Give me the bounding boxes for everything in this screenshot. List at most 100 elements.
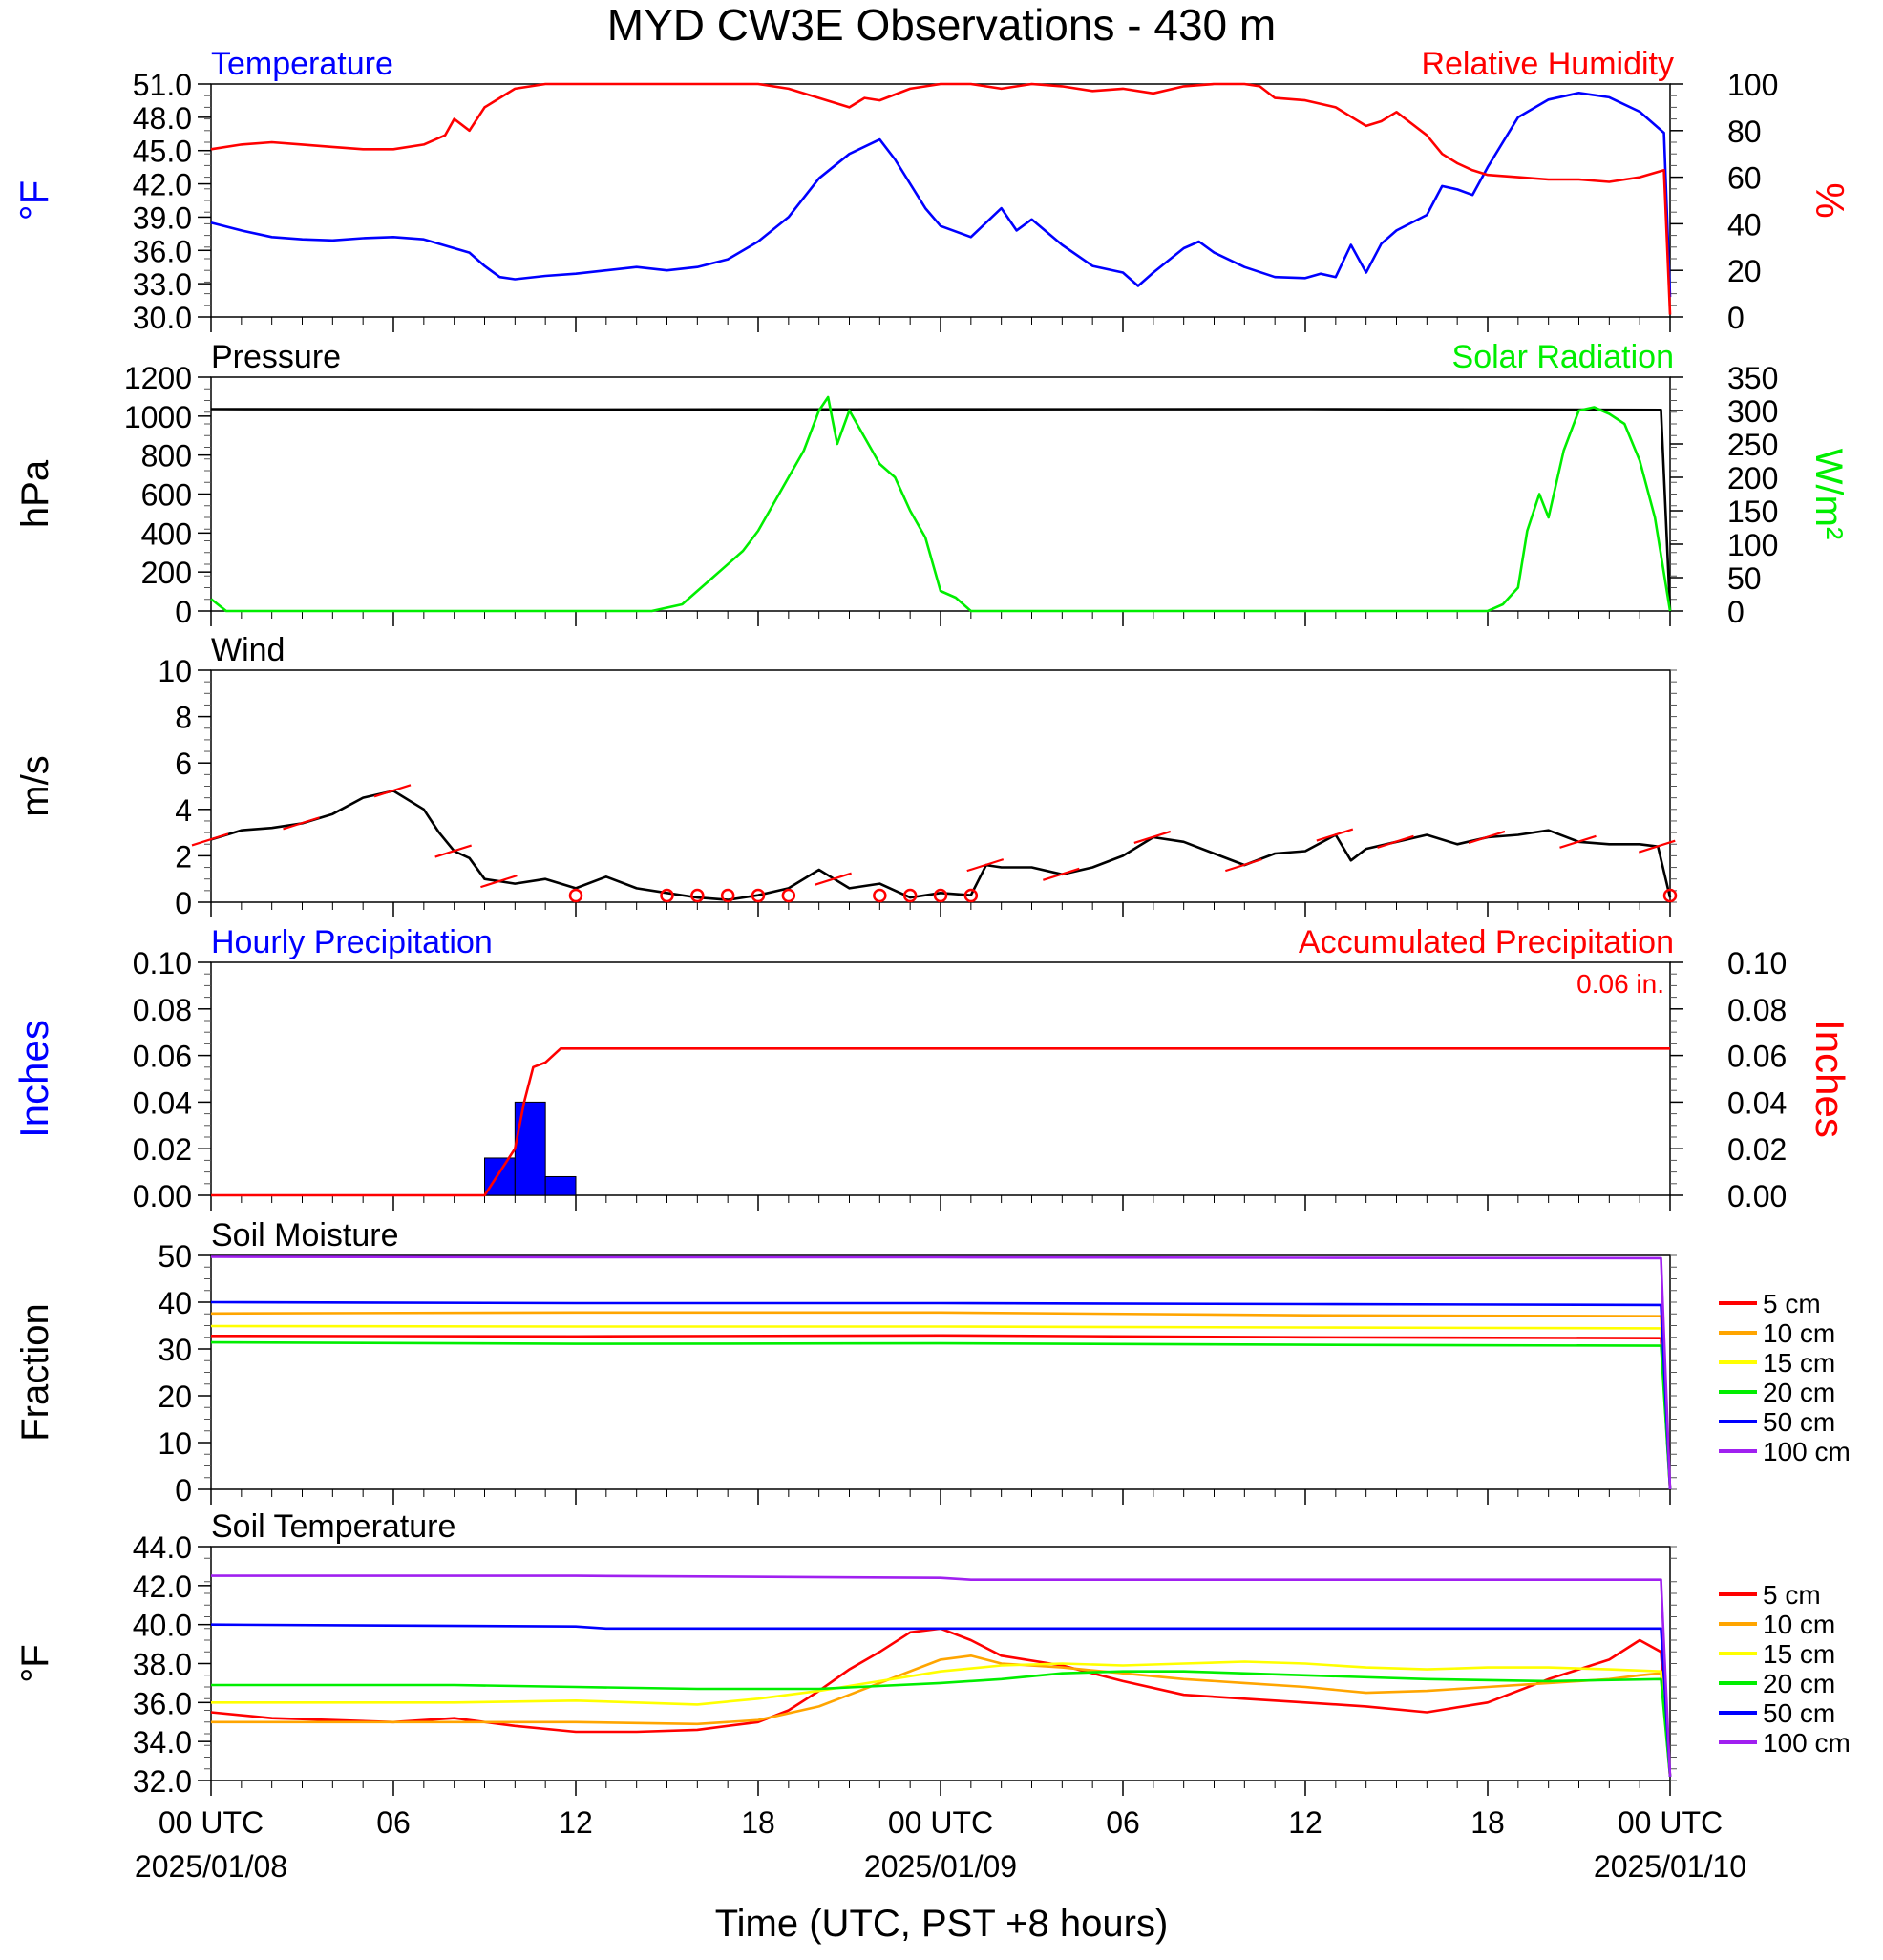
y-left-tick-label: 4 [175, 793, 192, 828]
y-right-tick-label: 0 [1727, 595, 1745, 629]
y-axis-label-left: m/s [14, 755, 56, 816]
x-tick-label: 06 [1106, 1805, 1140, 1840]
calm-wind-marker [781, 888, 796, 903]
x-tick-date: 2025/01/10 [1594, 1849, 1746, 1884]
legend-label: 15 cm [1763, 1639, 1835, 1669]
y-left-tick-label: 42.0 [133, 168, 192, 202]
x-tick-label: 00 UTC [159, 1805, 264, 1840]
calm-wind-marker [751, 888, 766, 903]
y-right-tick-label: 200 [1727, 461, 1778, 495]
legend-label: 100 cm [1763, 1437, 1851, 1466]
y-left-tick-label: 33.0 [133, 267, 192, 302]
y-right-tick-label: 0.00 [1727, 1179, 1787, 1213]
y-left-tick-label: 42.0 [133, 1570, 192, 1604]
y-right-tick-label: 0.04 [1727, 1085, 1787, 1120]
wind-barb [1133, 830, 1172, 845]
y-left-tick-label: 0.06 [133, 1040, 192, 1074]
calm-wind-marker [1662, 888, 1678, 903]
wind-barb [1559, 834, 1597, 849]
y-axis-label-left: Inches [11, 1020, 56, 1138]
legend-label: 50 cm [1763, 1407, 1835, 1437]
wind-barb [815, 872, 852, 886]
y-right-tick-label: 0.08 [1727, 993, 1787, 1027]
panel-wind: 10 8 6 4 2 0 Wind m/s [14, 632, 1678, 920]
precip-bar [514, 1101, 546, 1196]
x-tick-date: 2025/01/08 [135, 1849, 287, 1884]
figure-title: MYD CW3E Observations - 430 m [607, 0, 1276, 50]
legend-label: 10 cm [1763, 1318, 1835, 1348]
calm-wind-marker [660, 888, 674, 903]
calm-wind-marker [902, 888, 918, 903]
y-right-tick-label: 100 [1727, 68, 1778, 102]
y-left-tick-label: 0.08 [133, 993, 192, 1027]
y-left-tick-label: 39.0 [133, 200, 192, 235]
wind-barb [1316, 828, 1354, 842]
x-tick-label: 18 [1470, 1805, 1505, 1840]
wind-barb [191, 832, 229, 847]
panel-title-right: Solar Radiation [1452, 339, 1674, 375]
series-line-100-cm [210, 1255, 1672, 1490]
y-right-tick-label: 150 [1727, 495, 1778, 529]
y-axis-label-left: °F [14, 1644, 56, 1682]
y-left-tick-label: 1200 [124, 361, 192, 395]
series-line-temperature [210, 92, 1672, 298]
legend-label: 5 cm [1763, 1580, 1821, 1610]
legend-label: 50 cm [1763, 1698, 1835, 1728]
panel-temp_rh: 51.048.045.042.039.036.033.030.0 100 80 60 4… [11, 46, 1852, 335]
panel-precip: 0.10 0.08 0.06 0.04 0.02 0.00 0.10 0.08 0.06 0.04… [11, 924, 1852, 1213]
plot-frame [210, 1546, 1671, 1781]
series-line-20-cm [210, 1340, 1672, 1490]
x-tick-date: 2025/01/09 [864, 1849, 1017, 1884]
panel-title-left: Hourly Precipitation [211, 924, 493, 960]
y-left-tick-label: 0.00 [133, 1179, 192, 1213]
y-right-tick-label: 0.06 [1727, 1040, 1787, 1074]
series-line-50-cm [210, 1300, 1672, 1490]
y-left-tick-label: 0.02 [133, 1132, 192, 1167]
legend-label: 20 cm [1763, 1378, 1835, 1407]
y-axis-label-right: % [1808, 182, 1852, 218]
legend-label: 15 cm [1763, 1348, 1835, 1378]
y-left-tick-label: 40 [158, 1286, 192, 1320]
series-line-10-cm [211, 1654, 1672, 1778]
y-left-tick-label: 10 [158, 1426, 192, 1461]
y-left-tick-label: 0.10 [133, 946, 192, 980]
y-right-tick-label: 350 [1727, 361, 1778, 395]
y-left-tick-label: 38.0 [133, 1648, 192, 1682]
panel-title-left: Pressure [211, 339, 341, 375]
plot-frame [210, 1254, 1671, 1490]
series-line-5-cm [210, 1334, 1672, 1490]
y-right-tick-label: 250 [1727, 428, 1778, 462]
calm-wind-marker [963, 888, 979, 903]
series-line-50-cm [210, 1623, 1672, 1777]
series-line-20-cm [211, 1670, 1672, 1778]
panel-title-right: Accumulated Precipitation [1299, 924, 1674, 960]
y-left-tick-label: 45.0 [133, 135, 192, 169]
y-axis-label-left: Fraction [14, 1303, 56, 1442]
y-left-tick-label: 48.0 [133, 101, 192, 136]
y-left-tick-label: 200 [141, 556, 192, 590]
plot-frame [210, 961, 1671, 1196]
y-axis-label-left: °F [11, 180, 56, 221]
y-axis-label-right: Inches [1808, 1020, 1852, 1138]
y-left-tick-label: 44.0 [133, 1530, 192, 1565]
y-right-tick-label: 40 [1727, 207, 1762, 242]
y-left-tick-label: 800 [141, 439, 192, 474]
series-line-pressure [210, 408, 1672, 612]
y-left-tick-label: 1000 [124, 400, 192, 434]
series-line-100-cm [211, 1574, 1672, 1777]
y-left-tick-label: 32.0 [133, 1764, 192, 1799]
x-tick-label: 12 [559, 1805, 593, 1840]
wind-barb [1377, 834, 1414, 849]
y-right-tick-label: 60 [1727, 161, 1762, 196]
y-left-tick-label: 0 [175, 886, 192, 920]
series-line-accumulated-precipitation [211, 1047, 1670, 1197]
calm-wind-marker [933, 888, 948, 903]
y-left-tick-label: 400 [141, 516, 192, 551]
wind-barb [373, 784, 412, 798]
x-tick-label: 00 UTC [888, 1805, 993, 1840]
series-line-15-cm [211, 1660, 1672, 1778]
y-left-tick-label: 30 [158, 1333, 192, 1367]
y-left-tick-label: 36.0 [133, 234, 192, 268]
